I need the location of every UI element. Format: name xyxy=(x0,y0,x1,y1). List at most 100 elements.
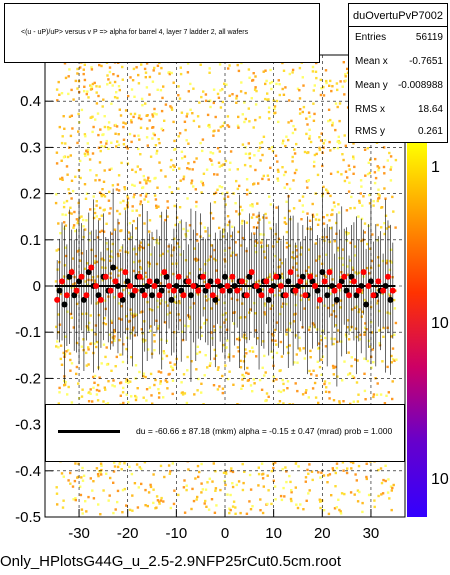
y-tick-label: 0.2 xyxy=(20,186,41,203)
density-cell xyxy=(71,485,75,488)
density-cell xyxy=(225,83,228,86)
density-cell xyxy=(226,377,230,381)
density-cell xyxy=(97,133,100,137)
data-point xyxy=(302,292,309,299)
density-cell xyxy=(161,357,164,360)
density-cell xyxy=(277,237,281,240)
density-cell xyxy=(139,168,142,171)
density-cell xyxy=(92,480,95,483)
density-cell xyxy=(147,243,151,246)
density-cell xyxy=(138,466,141,469)
density-cell xyxy=(207,508,211,511)
density-cell xyxy=(355,381,359,384)
density-cell xyxy=(119,394,122,397)
density-cell xyxy=(232,383,235,386)
data-point xyxy=(185,278,192,285)
y-tick-label: -0.1 xyxy=(15,324,41,341)
density-cell xyxy=(245,193,249,196)
density-cell xyxy=(89,392,92,395)
density-cell xyxy=(149,155,153,158)
density-cell xyxy=(342,469,345,472)
density-cell xyxy=(318,342,321,345)
density-cell xyxy=(227,125,231,128)
density-cell xyxy=(185,139,188,142)
density-cell xyxy=(82,348,85,352)
density-cell xyxy=(139,153,142,156)
density-cell xyxy=(178,319,182,322)
density-cell xyxy=(246,366,249,370)
density-cell xyxy=(145,62,149,65)
density-cell xyxy=(158,502,161,505)
density-cell xyxy=(72,226,75,229)
data-point xyxy=(353,292,360,299)
y-tick-label: 0.1 xyxy=(20,232,41,249)
data-point xyxy=(331,287,338,294)
data-point xyxy=(219,287,226,294)
density-cell xyxy=(301,393,305,396)
palette-bar xyxy=(407,143,427,517)
density-cell xyxy=(308,489,311,492)
density-cell xyxy=(206,366,209,369)
density-cell xyxy=(347,338,351,341)
density-cell xyxy=(177,300,181,303)
density-cell xyxy=(142,372,146,375)
density-cell xyxy=(55,151,59,154)
density-cell xyxy=(282,389,285,392)
density-cell xyxy=(103,145,107,148)
density-cell xyxy=(117,222,120,225)
density-cell xyxy=(224,318,228,321)
density-cell xyxy=(135,253,138,256)
density-cell xyxy=(84,280,87,283)
density-cell xyxy=(103,115,106,118)
density-cell xyxy=(77,219,80,222)
density-cell xyxy=(288,72,291,76)
density-cell xyxy=(245,371,248,375)
density-cell xyxy=(336,146,340,150)
density-cell xyxy=(280,272,284,276)
density-cell xyxy=(301,210,305,213)
density-cell xyxy=(145,182,148,185)
density-cell xyxy=(78,216,81,219)
density-cell xyxy=(319,78,322,82)
density-cell xyxy=(101,188,104,191)
density-cell xyxy=(85,219,88,222)
density-cell xyxy=(183,511,187,514)
density-cell xyxy=(159,499,163,502)
density-cell xyxy=(337,211,341,214)
density-cell xyxy=(93,259,96,263)
density-cell xyxy=(112,470,116,473)
density-cell xyxy=(257,221,260,224)
data-point xyxy=(117,292,124,299)
density-cell xyxy=(230,467,233,470)
density-cell xyxy=(159,464,163,468)
density-cell xyxy=(334,102,338,105)
density-cell xyxy=(290,489,293,492)
density-cell xyxy=(133,95,136,98)
density-cell xyxy=(76,141,79,145)
density-cell xyxy=(219,106,223,109)
density-cell xyxy=(365,266,369,270)
density-cell xyxy=(390,335,393,338)
density-cell xyxy=(156,305,159,309)
data-point xyxy=(292,287,299,294)
density-cell xyxy=(64,381,67,384)
data-point xyxy=(161,269,168,276)
density-cell xyxy=(173,295,177,299)
data-point xyxy=(355,287,362,294)
density-cell xyxy=(130,395,133,398)
data-point xyxy=(204,283,211,289)
density-cell xyxy=(266,276,269,280)
density-cell xyxy=(131,168,134,171)
density-cell xyxy=(85,325,89,328)
density-cell xyxy=(99,206,102,210)
density-cell xyxy=(82,225,85,228)
density-cell xyxy=(190,179,194,182)
density-cell xyxy=(231,485,235,489)
density-cell xyxy=(393,298,396,302)
density-cell xyxy=(270,87,273,91)
density-cell xyxy=(210,307,213,310)
density-cell xyxy=(226,191,229,194)
density-cell xyxy=(196,495,199,499)
density-cell xyxy=(71,283,75,286)
density-cell xyxy=(323,382,326,386)
